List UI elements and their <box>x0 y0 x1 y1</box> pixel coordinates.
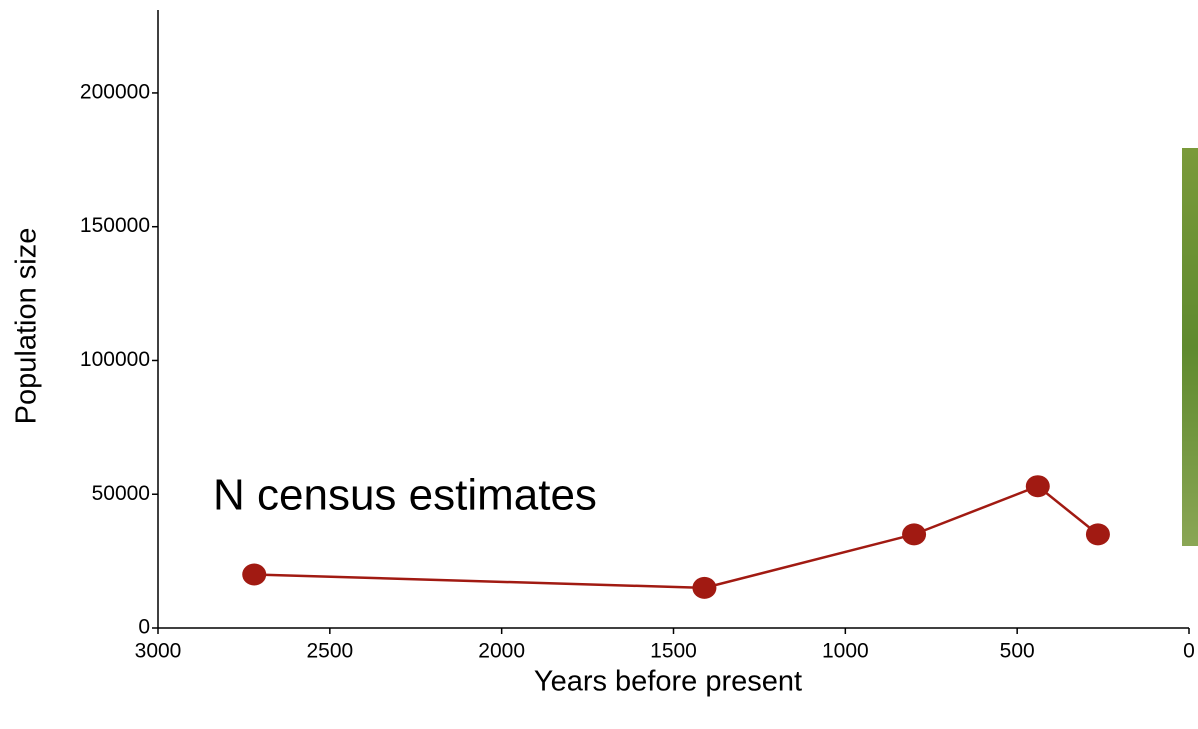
x-tick-label: 2000 <box>478 640 525 663</box>
annotation: N census estimates <box>213 471 597 520</box>
y-tick-label: 200000 <box>80 80 150 103</box>
marker <box>242 563 267 586</box>
x-tick-label: 0 <box>1183 640 1195 663</box>
marker <box>692 576 717 599</box>
x-tick-label: 1000 <box>822 640 869 663</box>
x-tick-label: 2500 <box>306 640 353 663</box>
marker <box>902 523 927 546</box>
x-tick-label: 1500 <box>650 640 697 663</box>
x-tick-label: 3000 <box>135 640 182 663</box>
marker <box>1025 475 1050 498</box>
y-tick-label: 0 <box>138 616 150 639</box>
x-axis-label: Years before present <box>534 666 802 698</box>
photo <box>1182 148 1198 546</box>
x-tick-label: 500 <box>1000 640 1035 663</box>
y-tick-label: 150000 <box>80 214 150 237</box>
marker <box>1085 523 1110 546</box>
y-axis-label: Population size <box>11 228 43 425</box>
y-tick-label: 100000 <box>80 348 150 371</box>
y-tick-label: 50000 <box>92 482 150 505</box>
